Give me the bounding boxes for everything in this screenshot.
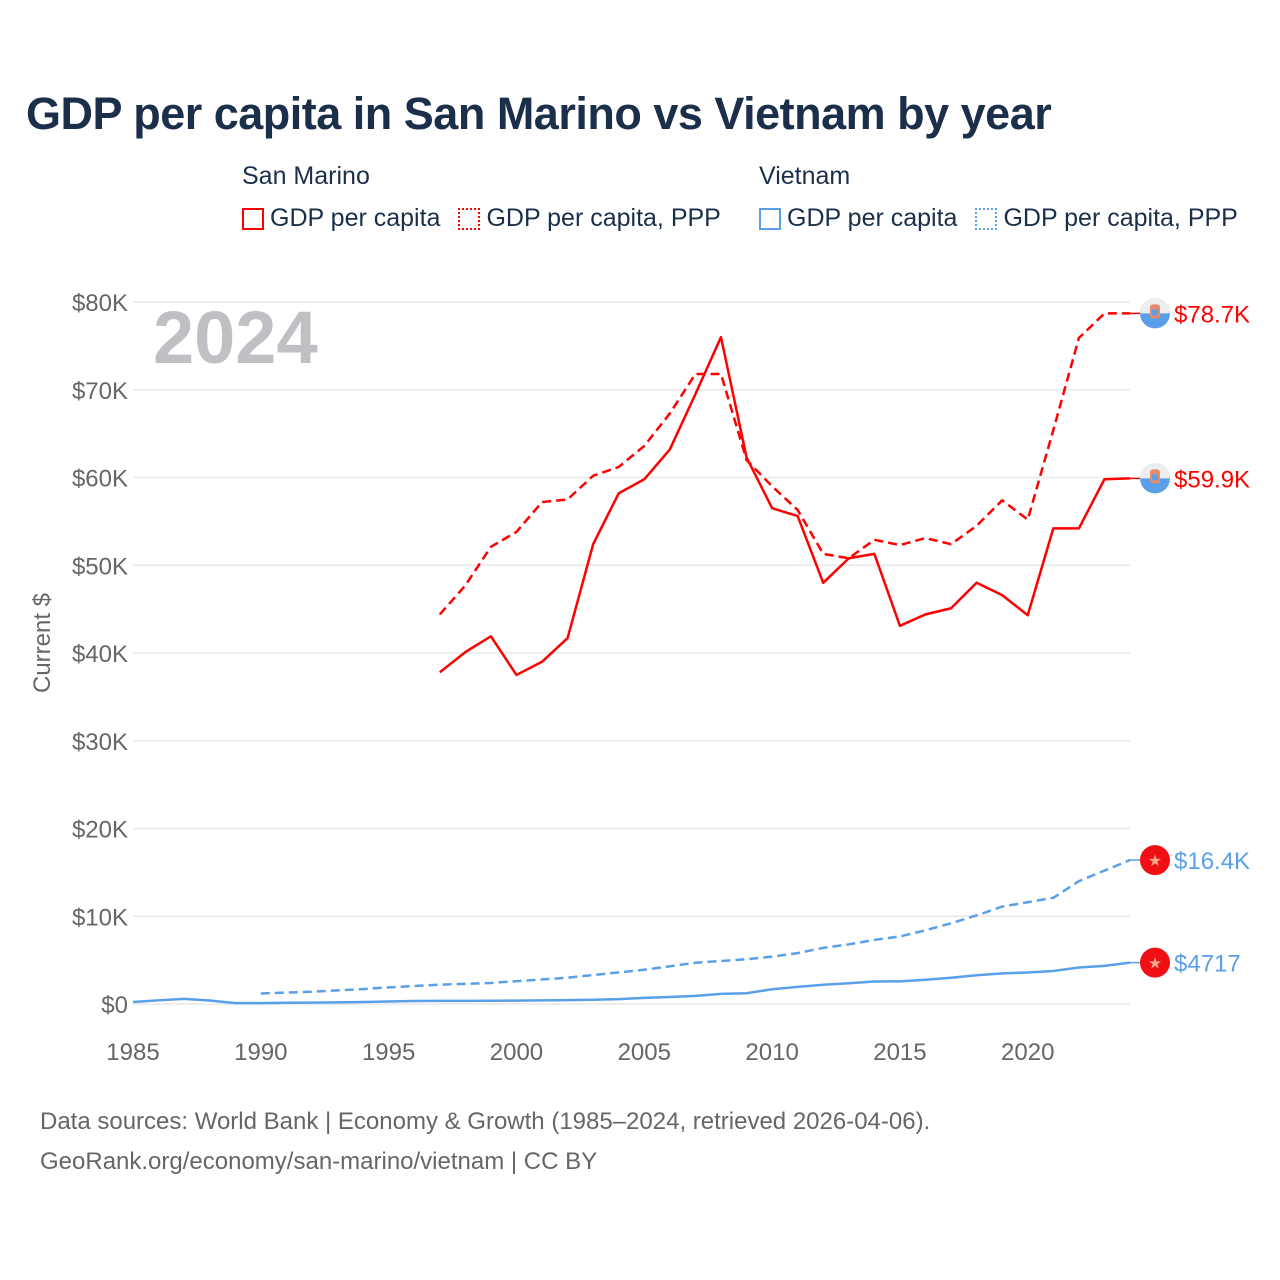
y-tick-label: $70K — [72, 378, 128, 405]
star-icon: ★ — [1148, 954, 1162, 973]
year-label: 2024 — [153, 296, 318, 379]
legend-swatch-dotted — [975, 207, 998, 230]
legend-swatch-solid — [242, 207, 264, 230]
star-icon: ★ — [1148, 851, 1162, 870]
series-line-san-marino-gdp-per-capita — [438, 335, 1131, 677]
y-tick-label: $30K — [72, 729, 128, 756]
legend-item-sm-ppp[interactable]: GDP per capita, PPP — [458, 204, 721, 233]
legend-label: GDP per capita — [270, 204, 441, 232]
legend-label: GDP per capita, PPP — [486, 204, 721, 232]
data-source-note: Data sources: World Bank | Economy & Gro… — [40, 1108, 931, 1135]
y-tick-label: $0 — [101, 992, 128, 1019]
legend-vietnam: GDP per capita GDP per capita, PPP — [759, 204, 1238, 233]
legend-item-vn-gdp[interactable]: GDP per capita — [759, 204, 957, 233]
end-value-label: $78.7K — [1174, 301, 1250, 328]
legend-group-san-marino: San Marino — [242, 162, 370, 190]
x-tick-label: 1995 — [362, 1039, 415, 1066]
end-value-label: $16.4K — [1174, 848, 1250, 875]
emblem-shield — [1152, 309, 1158, 316]
x-tick-label: 1990 — [234, 1039, 287, 1066]
x-tick-label: 2020 — [1001, 1039, 1054, 1066]
legend-label: GDP per capita, PPP — [1003, 204, 1238, 232]
y-tick-label: $80K — [72, 290, 128, 317]
y-axis-label: Current $ — [29, 593, 56, 693]
y-tick-label: $10K — [72, 904, 128, 931]
legend-group-vietnam: Vietnam — [759, 162, 851, 190]
vietnam-flag-icon — [1140, 947, 1170, 978]
source-url: GeoRank.org/economy/san-marino/vietnam |… — [40, 1148, 598, 1175]
y-tick-label: $40K — [72, 641, 128, 668]
series-line-vietnam-gdp-per-capita-ppp — [260, 858, 1131, 995]
legend-swatch-solid — [759, 207, 781, 230]
legend-label: GDP per capita — [787, 204, 958, 232]
legend-item-vn-ppp[interactable]: GDP per capita, PPP — [975, 204, 1238, 233]
y-tick-label: $20K — [72, 817, 128, 844]
legend-item-sm-gdp[interactable]: GDP per capita — [242, 204, 440, 233]
x-tick-label: 2010 — [745, 1039, 798, 1066]
x-tick-label: 2000 — [490, 1039, 543, 1066]
y-tick-label: $50K — [72, 553, 128, 580]
emblem-shield — [1152, 474, 1158, 481]
y-tick-label: $60K — [72, 466, 128, 493]
end-value-label: $59.9K — [1174, 466, 1250, 493]
x-tick-label: 1985 — [106, 1039, 159, 1066]
legend-san-marino: GDP per capita GDP per capita, PPP — [242, 204, 721, 233]
series-line-san-marino-gdp-per-capita-ppp — [438, 312, 1130, 616]
series-line-vietnam-gdp-per-capita — [132, 961, 1131, 1005]
x-tick-label: 2005 — [618, 1039, 671, 1066]
chart-title: GDP per capita in San Marino vs Vietnam … — [26, 88, 1052, 139]
end-value-label: $4717 — [1174, 951, 1241, 978]
vietnam-flag-icon — [1140, 845, 1170, 876]
legend-swatch-dotted — [458, 207, 481, 230]
x-tick-label: 2015 — [873, 1039, 926, 1066]
